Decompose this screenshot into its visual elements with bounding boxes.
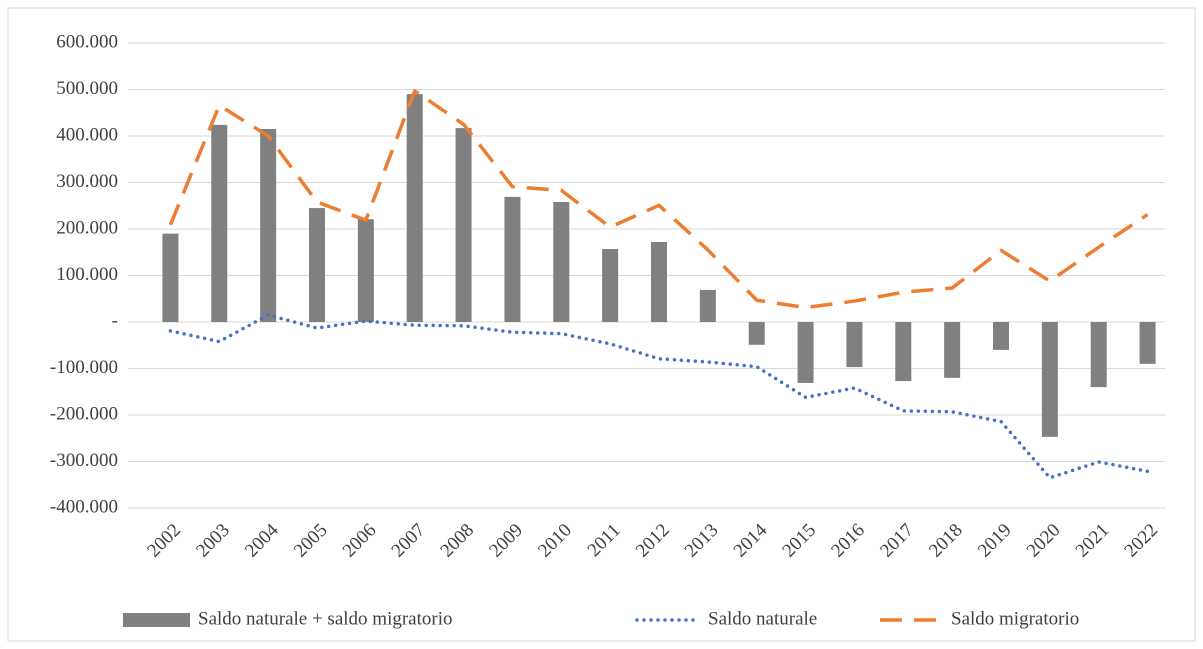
bar xyxy=(1090,322,1107,388)
legend-label: Saldo naturale xyxy=(708,608,817,629)
bar xyxy=(895,322,912,382)
y-tick-label: 500.000 xyxy=(56,78,118,99)
bar xyxy=(553,202,570,322)
bar xyxy=(260,129,277,322)
y-tick-label: 600.000 xyxy=(56,31,118,52)
y-tick-label: -100.000 xyxy=(50,357,118,378)
legend-swatch xyxy=(123,613,190,627)
y-tick-label: 400.000 xyxy=(56,124,118,145)
bar xyxy=(651,242,667,322)
bar xyxy=(504,196,521,322)
bar xyxy=(1139,322,1156,364)
y-tick-label: 100.000 xyxy=(56,264,118,285)
y-tick-label: -400.000 xyxy=(50,496,118,517)
y-tick-label: - xyxy=(112,310,118,331)
bar xyxy=(357,219,374,322)
y-tick-label: 200.000 xyxy=(56,217,118,238)
bar xyxy=(993,322,1009,350)
bar xyxy=(406,94,423,323)
bar xyxy=(797,322,814,383)
bar xyxy=(211,124,228,322)
bar xyxy=(309,208,325,322)
bar xyxy=(699,289,716,322)
bar xyxy=(1041,322,1058,437)
bar xyxy=(455,128,472,322)
bar xyxy=(748,322,765,345)
bar xyxy=(162,233,179,322)
bar xyxy=(944,322,961,378)
legend-label: Saldo naturale + saldo migratorio xyxy=(198,608,453,629)
y-tick-label: -200.000 xyxy=(50,403,118,424)
bar xyxy=(846,322,863,368)
line-series xyxy=(168,89,1149,310)
y-tick-label: 300.000 xyxy=(56,171,118,192)
legend-label: Saldo migratorio xyxy=(951,608,1079,629)
y-tick-label: -300.000 xyxy=(50,450,118,471)
line-series xyxy=(168,313,1150,480)
bar xyxy=(602,248,619,322)
